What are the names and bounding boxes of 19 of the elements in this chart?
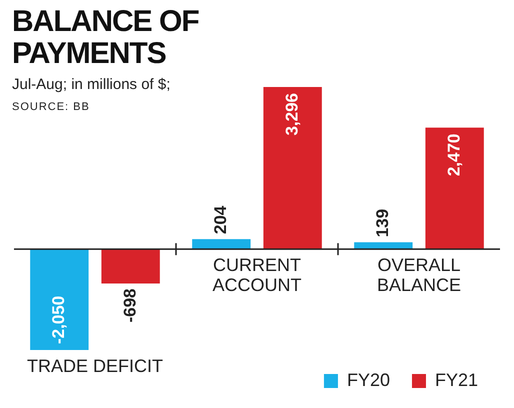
- bar: [30, 249, 89, 350]
- annotation: SOURCE: BB: [12, 101, 91, 113]
- legend-label: FY20: [346, 370, 390, 390]
- data-label: 204: [211, 205, 230, 234]
- chart-title: BALANCE OF PAYMENTS: [12, 5, 200, 70]
- data-label: 3,296: [282, 93, 302, 136]
- bar: [263, 87, 322, 250]
- data-label: 139: [373, 208, 392, 238]
- data-label: -698: [120, 288, 140, 323]
- bar: [425, 128, 484, 250]
- legend-label: FY21: [434, 370, 478, 390]
- chart-subtitle: Jul-Aug; in millions of $;: [12, 76, 172, 93]
- x-tick-label: OVERALL BALANCE: [376, 255, 462, 296]
- data-label: 2,470: [444, 134, 464, 176]
- bar: [101, 249, 160, 284]
- bar: [192, 239, 251, 250]
- data-label: -2,050: [49, 296, 68, 344]
- x-tick-label: CURRENT ACCOUNT: [212, 255, 302, 296]
- x-tick-label: TRADE DEFICIT: [26, 356, 164, 376]
